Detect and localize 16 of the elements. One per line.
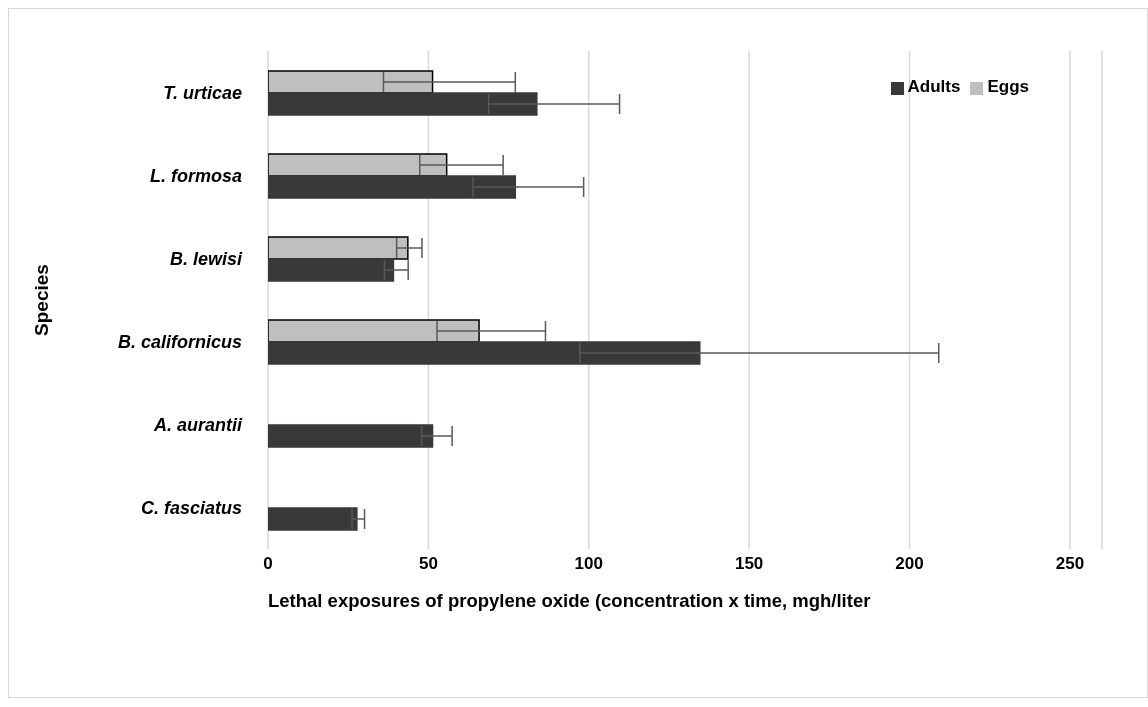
- y-tick-label: B. lewisi: [169, 248, 243, 269]
- x-tick-label: 150: [734, 554, 764, 574]
- y-tick-label: L. formosa: [149, 165, 242, 186]
- y-tick-label: T. urticae: [163, 82, 242, 103]
- y-tick-label: C. fasciatus: [140, 497, 242, 518]
- y-tick-label: A. aurantii: [152, 414, 243, 435]
- y-tick-label: B. californicus: [117, 331, 242, 352]
- legend-label: Eggs: [987, 77, 1029, 96]
- x-tick-label: 200: [895, 554, 924, 574]
- x-axis-title: Lethal exposures of propylene oxide (concentration x time, mgh/liter: [268, 590, 871, 611]
- legend-label: Adults: [907, 77, 961, 96]
- y-axis-title: Species: [30, 264, 52, 336]
- x-tick-label: 50: [418, 554, 438, 574]
- x-tick-label: 250: [1055, 554, 1085, 574]
- x-tick-label: 0: [263, 554, 273, 574]
- x-tick-label: 100: [574, 554, 603, 574]
